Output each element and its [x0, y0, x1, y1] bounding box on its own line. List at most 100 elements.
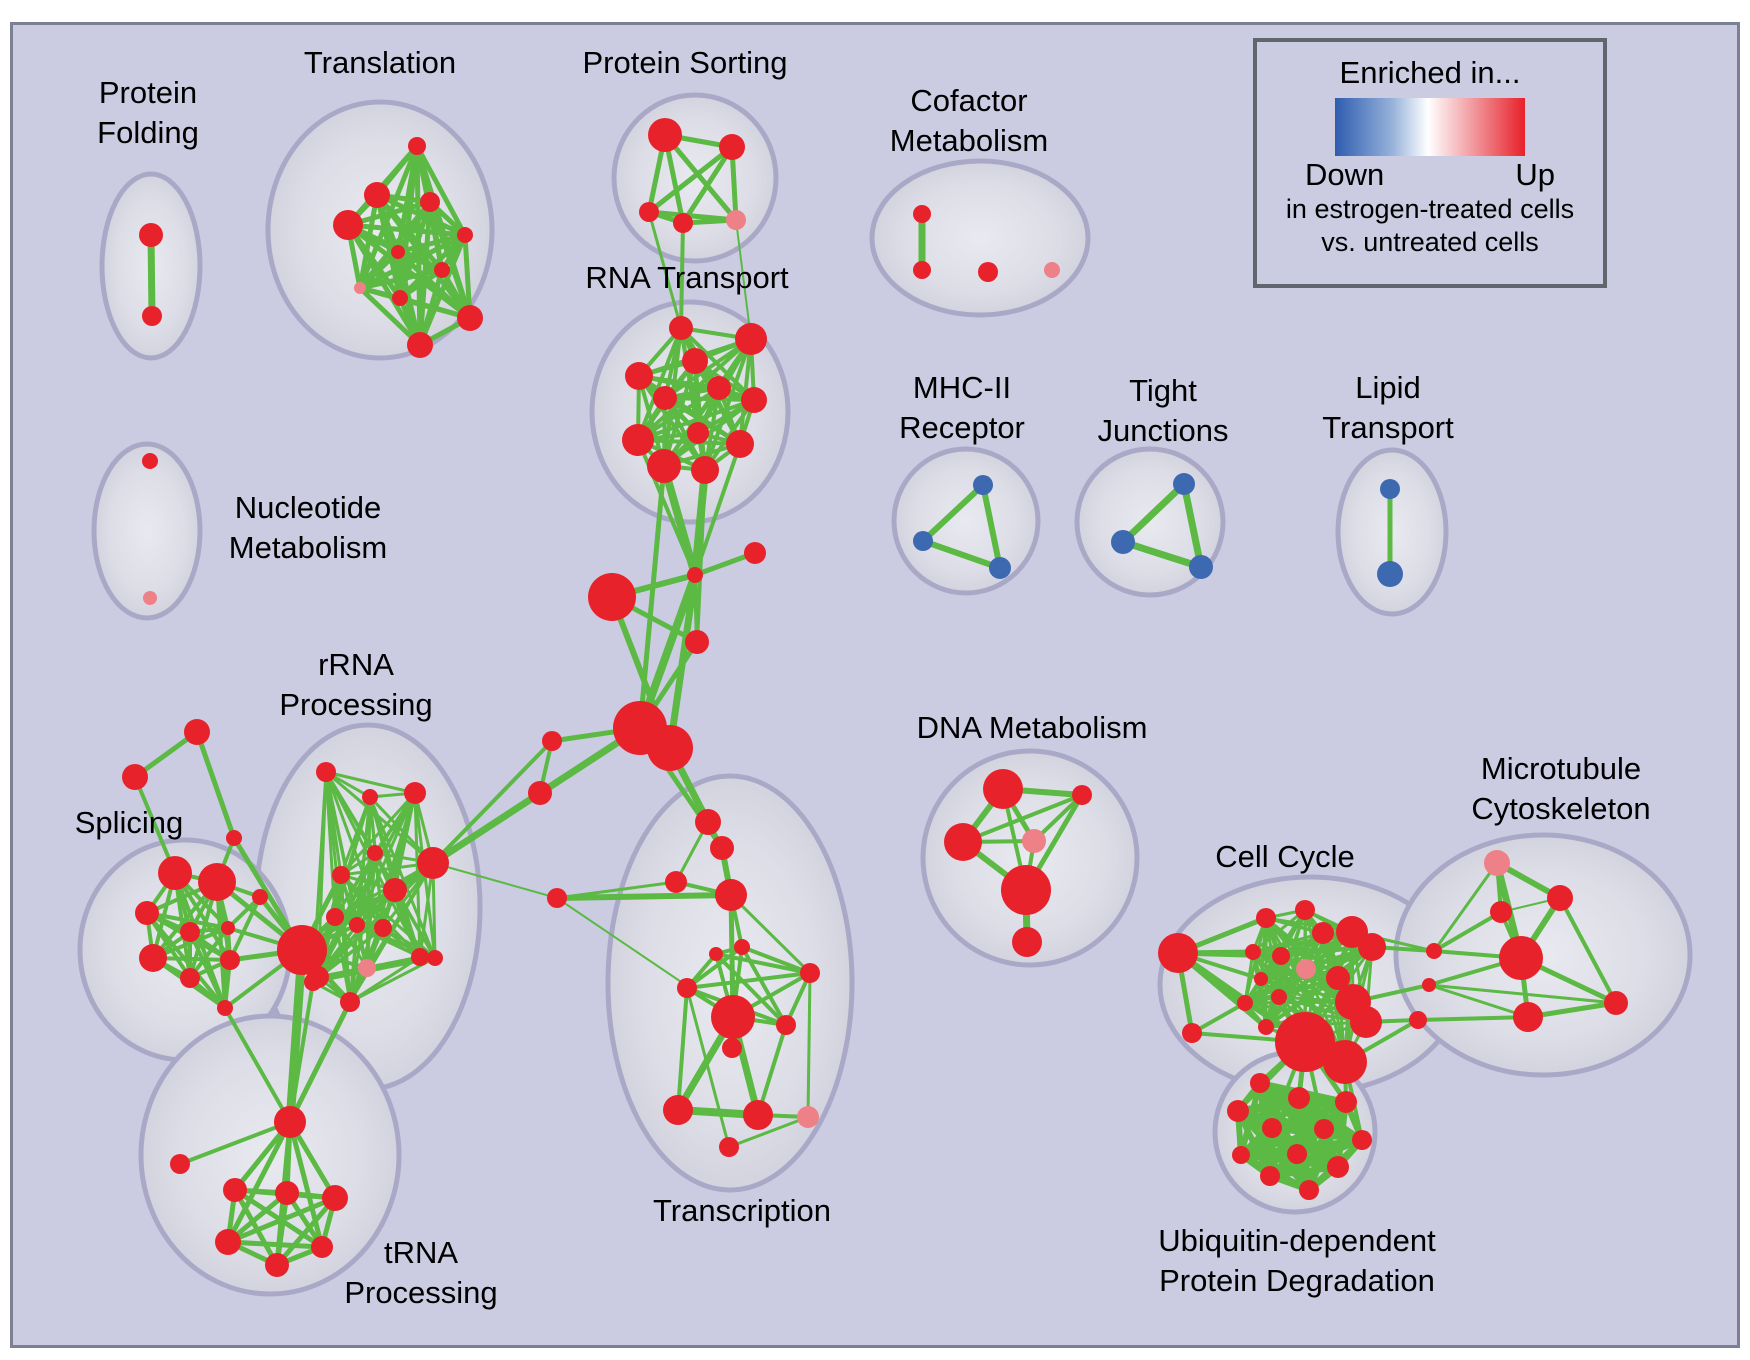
node-tx3	[665, 871, 687, 893]
legend-title: Enriched in...	[1339, 55, 1521, 90]
network-edge	[324, 770, 417, 795]
cluster-label-microtubule-cytoskeleton: Microtubule	[1481, 751, 1641, 786]
network-edge	[432, 862, 558, 899]
node-sp1	[158, 856, 192, 890]
network-edge	[735, 219, 752, 340]
network-edge	[729, 893, 812, 975]
node-rt8	[687, 422, 709, 444]
node-mx6	[528, 781, 552, 805]
node-tn5	[311, 1236, 333, 1258]
node-ccg	[1275, 1012, 1335, 1072]
node-rr3	[404, 782, 426, 804]
node-tx9	[800, 963, 820, 983]
node-mh1	[973, 475, 993, 495]
network-edge	[1235, 1099, 1349, 1114]
node-nm2	[143, 591, 157, 605]
node-sp6	[139, 944, 167, 972]
network-edge	[357, 232, 468, 291]
node-cc6	[1245, 944, 1261, 960]
network-edge	[188, 926, 230, 980]
network-edge	[1558, 896, 1618, 1005]
network-edge	[663, 396, 756, 402]
network-edge	[316, 861, 435, 979]
node-tn0	[170, 1154, 190, 1174]
node-tl2	[364, 182, 390, 208]
node-rr9	[374, 919, 392, 937]
node-tx5	[734, 939, 750, 955]
node-ub9	[1287, 1144, 1307, 1164]
network-edge	[1427, 983, 1530, 1019]
node-st3	[226, 830, 242, 846]
node-ub8	[1232, 1146, 1250, 1164]
cluster-label-translation: Translation	[304, 45, 456, 80]
network-edge	[357, 267, 445, 291]
network-edge	[636, 398, 756, 442]
node-tx10	[776, 1015, 796, 1035]
node-cc14	[1350, 1006, 1382, 1038]
node-ps4	[673, 213, 693, 233]
node-cc11	[1237, 995, 1253, 1011]
node-st1	[184, 719, 210, 745]
node-sp2	[198, 863, 236, 901]
node-mx2	[744, 542, 766, 564]
cluster-label-ubiquitin-degradation: Protein Degradation	[1159, 1263, 1435, 1298]
cluster-label-rrna-processing: rRNA	[318, 647, 394, 682]
cluster-label-splicing: Splicing	[75, 805, 184, 840]
node-ub5	[1262, 1118, 1282, 1138]
node-rr8	[349, 917, 365, 933]
node-mh2	[913, 531, 933, 551]
node-tn3	[322, 1185, 348, 1211]
node-rt6	[653, 386, 677, 410]
node-rrhub	[277, 925, 327, 975]
node-cc7	[1272, 947, 1290, 965]
cluster-label-microtubule-cytoskeleton: Cytoskeleton	[1471, 791, 1650, 826]
network-edge	[727, 1115, 810, 1149]
network-edge	[232, 1187, 325, 1250]
network-edge	[660, 462, 699, 579]
network-edge	[288, 980, 315, 1124]
node-mx4	[685, 630, 709, 654]
node-mt1	[1484, 850, 1510, 876]
cluster-label-trna-processing: Processing	[344, 1275, 497, 1310]
cluster-label-lipid-transport: Transport	[1322, 410, 1454, 445]
network-edge	[178, 1120, 292, 1166]
node-rr11	[411, 948, 429, 966]
node-lp2	[1377, 561, 1403, 587]
node-pf2	[142, 306, 162, 326]
node-mt3	[1490, 901, 1512, 923]
node-mt6	[1604, 991, 1628, 1015]
network-edge	[1267, 1164, 1341, 1179]
node-rrb	[417, 847, 449, 879]
node-cf2	[913, 261, 931, 279]
legend-gradient-bar	[1335, 98, 1525, 156]
node-tx14	[719, 1137, 739, 1157]
node-tl11	[407, 332, 433, 358]
node-ub12	[1299, 1180, 1319, 1200]
network-edge	[740, 945, 812, 975]
node-mtb1	[1426, 943, 1442, 959]
node-tl4	[333, 210, 363, 240]
node-rt4	[625, 362, 653, 390]
network-edge	[920, 482, 986, 544]
legend: Enriched in... Down Up in estrogen-treat…	[1253, 38, 1607, 288]
node-cf3	[978, 262, 998, 282]
cluster-label-lipid-transport: Lipid	[1355, 370, 1421, 405]
node-tn2	[275, 1181, 299, 1205]
cluster-label-dna-metabolism: DNA Metabolism	[917, 710, 1148, 745]
node-ub11	[1260, 1166, 1280, 1186]
node-sp8	[220, 950, 240, 970]
network-edge	[333, 915, 369, 970]
node-cc2	[1295, 900, 1315, 920]
network-edge	[1243, 950, 1255, 1005]
cluster-ellipse-trna-processing	[138, 1013, 402, 1297]
node-sp3	[135, 901, 159, 925]
network-edge	[232, 1187, 280, 1268]
network-edge	[228, 895, 262, 962]
node-mx1	[687, 567, 703, 583]
node-ub6	[1314, 1119, 1334, 1139]
network-edge	[194, 729, 237, 841]
network-edge	[395, 249, 473, 321]
network-edge	[685, 945, 744, 990]
cluster-label-tight-junctions: Junctions	[1098, 413, 1229, 448]
network-edge	[285, 945, 307, 1127]
